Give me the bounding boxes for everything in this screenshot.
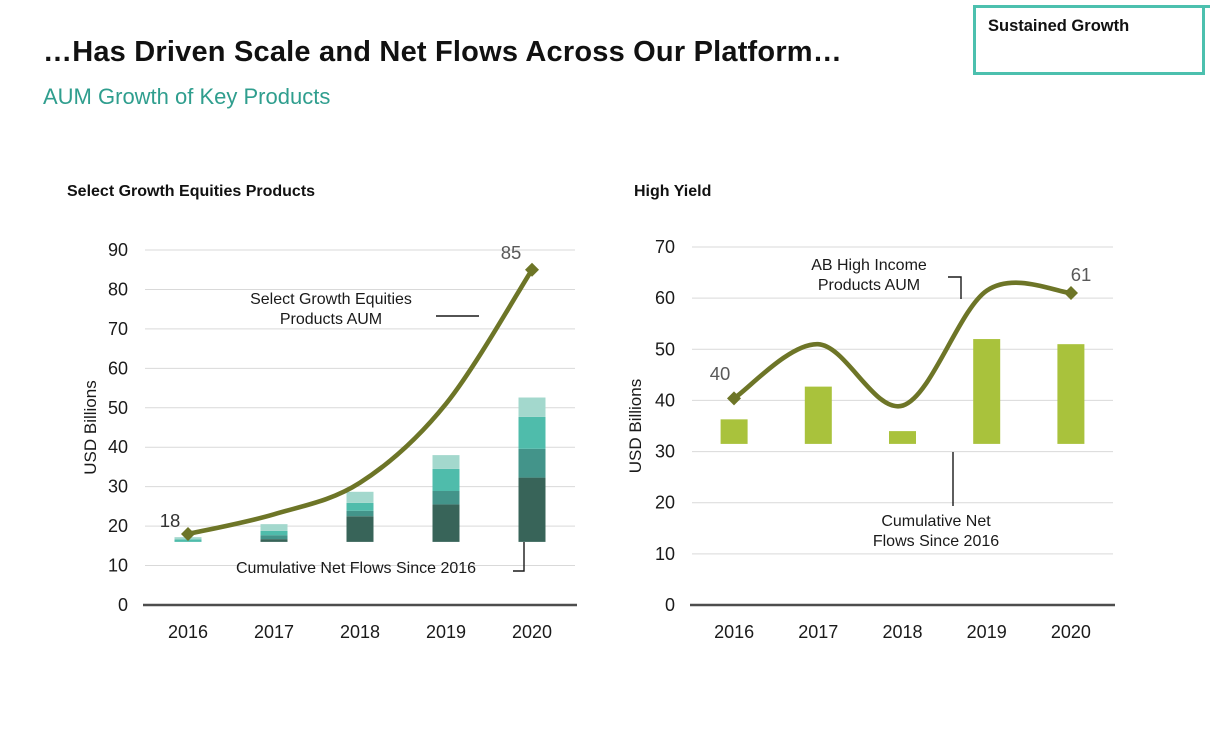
point-value-label: 85 (501, 242, 522, 263)
bar-segment (260, 539, 288, 542)
svg-text:90: 90 (108, 240, 128, 260)
bar-segment (432, 491, 460, 505)
growth-equities-aum-line-label: Select Growth Equities Products AUM (250, 291, 412, 328)
gridlines (692, 246, 1113, 555)
svg-text:0: 0 (665, 595, 675, 615)
high-yield-aum-line-label: AB High Income Products AUM (811, 257, 927, 294)
bars-cumulative-net-flows-since-2016 (174, 397, 546, 542)
bar-segment (260, 530, 288, 536)
badge-label: Sustained Growth (988, 17, 1130, 35)
svg-text:50: 50 (108, 398, 128, 418)
bar-segment (346, 502, 374, 511)
diamond-marker (727, 391, 741, 406)
high-yield-aum-line-label-leader (948, 276, 962, 299)
svg-text:40: 40 (108, 437, 128, 457)
svg-text:20: 20 (108, 516, 128, 536)
point-value-label: 40 (710, 363, 731, 384)
x-axis-labels: 2016 2017 2018 2019 2020 (168, 622, 552, 642)
svg-text:30: 30 (655, 442, 675, 462)
bar-segment (346, 516, 374, 542)
y-axis-labels: 0 10 20 30 40 50 60 70 (655, 237, 675, 615)
svg-text:50: 50 (655, 339, 675, 359)
bar (804, 386, 832, 444)
bar (889, 431, 916, 444)
svg-text:70: 70 (655, 237, 675, 257)
y-axis-title: USD Billions (626, 379, 645, 473)
svg-text:2020: 2020 (1051, 622, 1091, 642)
diamond-marker (181, 527, 195, 541)
svg-text:2016: 2016 (714, 622, 754, 642)
bars-cumulative-net-flows-since-2016 (720, 339, 1085, 444)
svg-text:2018: 2018 (340, 622, 380, 642)
bar-segment (346, 510, 374, 517)
svg-text:0: 0 (118, 595, 128, 615)
svg-text:60: 60 (655, 288, 675, 308)
bar-segment (346, 491, 374, 503)
bar (973, 339, 1001, 444)
svg-text:60: 60 (108, 358, 128, 378)
svg-text:2019: 2019 (967, 622, 1007, 642)
svg-text:2019: 2019 (426, 622, 466, 642)
diamond-marker (1064, 286, 1078, 300)
bar-segment (260, 524, 288, 531)
svg-text:2020: 2020 (512, 622, 552, 642)
high-yield-net-flows-label: Cumulative Net Flows Since 2016 (872, 513, 1000, 550)
point-value-label: 18 (160, 510, 181, 531)
svg-text:20: 20 (655, 493, 675, 513)
growth-equities-net-flows-label-leader (513, 542, 525, 572)
chart-title-growth-equities: Select Growth Equities Products (67, 183, 316, 200)
svg-text:40: 40 (655, 390, 675, 410)
svg-text:2018: 2018 (882, 622, 922, 642)
svg-text:10: 10 (655, 544, 675, 564)
aum-line (185, 267, 535, 537)
aum-line (731, 280, 1074, 409)
y-axis-title: USD Billions (81, 380, 100, 474)
bar-segment (432, 455, 460, 469)
bar-segment (518, 448, 546, 478)
bar-segment (518, 477, 546, 542)
svg-text:80: 80 (108, 279, 128, 299)
bar-segment (260, 535, 288, 540)
growth-equities-net-flows-label: Cumulative Net Flows Since 2016 (235, 560, 477, 577)
bar-segment (432, 468, 460, 492)
bar-segment (518, 416, 546, 449)
bar-segment (432, 504, 460, 542)
svg-text:2017: 2017 (798, 622, 838, 642)
bar-segment (518, 397, 546, 417)
x-axis-labels: 2016 2017 2018 2019 2020 (714, 622, 1091, 642)
page-title: …Has Driven Scale and Net Flows Across O… (43, 36, 842, 68)
y-axis-labels: 0 10 20 30 40 50 60 70 80 90 (108, 240, 128, 615)
svg-text:2017: 2017 (254, 622, 294, 642)
svg-text:30: 30 (108, 477, 128, 497)
sustained-growth-badge: Sustained Growth (973, 5, 1210, 75)
page-subtitle: AUM Growth of Key Products (43, 84, 331, 109)
svg-text:70: 70 (108, 319, 128, 339)
point-value-label: 61 (1071, 264, 1092, 285)
diamond-marker (525, 262, 539, 277)
svg-text:10: 10 (108, 556, 128, 576)
bar (720, 419, 748, 444)
bar (1057, 344, 1085, 444)
svg-text:2016: 2016 (168, 622, 208, 642)
chart-title-high-yield: High Yield (634, 183, 712, 200)
